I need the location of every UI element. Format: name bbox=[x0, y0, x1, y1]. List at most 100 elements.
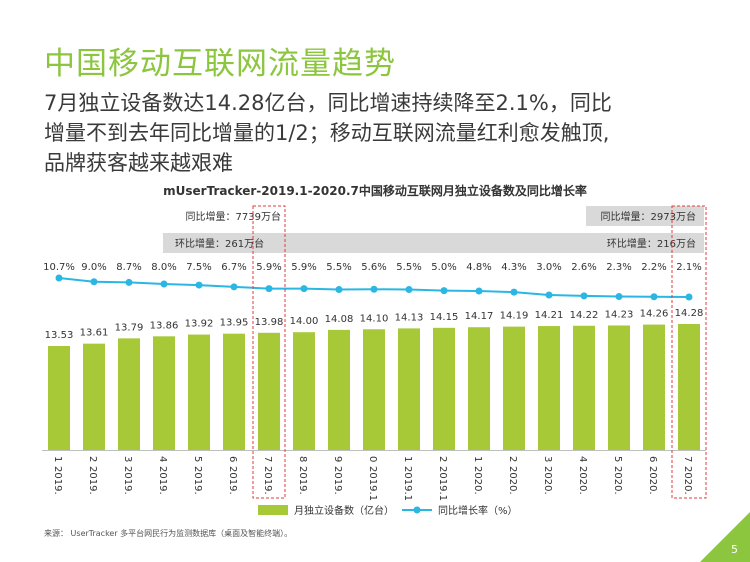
svg-text:4: 4 bbox=[157, 456, 168, 462]
growth-rate-label: 5.9% bbox=[256, 262, 281, 273]
growth-rate-point bbox=[685, 293, 693, 301]
growth-rate-label: 2.6% bbox=[571, 262, 596, 273]
bar-value-label: 14.15 bbox=[430, 312, 459, 323]
svg-text:2019.1: 2019.1 bbox=[437, 466, 448, 501]
annotation-mom-2019: 环比增量：261万台 bbox=[175, 237, 264, 250]
svg-text:5: 5 bbox=[612, 456, 623, 462]
svg-text:1: 1 bbox=[402, 456, 413, 462]
svg-text:6: 6 bbox=[227, 456, 238, 462]
bar bbox=[538, 326, 560, 450]
growth-rate-point bbox=[440, 287, 448, 295]
x-tick-label: 1 2019.1 bbox=[402, 456, 413, 501]
growth-rate-point bbox=[55, 274, 63, 282]
bar-value-label: 13.86 bbox=[150, 320, 179, 331]
bar-value-label: 14.17 bbox=[465, 311, 494, 322]
bar-value-label: 14.26 bbox=[640, 309, 669, 320]
bar bbox=[153, 336, 175, 450]
bar bbox=[608, 325, 630, 450]
svg-text:2: 2 bbox=[87, 456, 98, 462]
bar-value-label: 14.21 bbox=[535, 310, 564, 321]
bar bbox=[48, 346, 70, 450]
bar bbox=[118, 338, 140, 450]
yoy-increase-box-2020 bbox=[586, 206, 704, 226]
x-tick-label: 5 2019. bbox=[192, 456, 203, 495]
legend-bar-label: 月独立设备数（亿台） bbox=[294, 504, 394, 517]
svg-text:2019.: 2019. bbox=[87, 466, 98, 495]
x-tick-label: 2 2020. bbox=[507, 456, 518, 495]
source-note: 来源： UserTracker 多平台网民行为监测数据库（桌面及智能终端）。 bbox=[44, 529, 293, 538]
growth-rate-label: 9.0% bbox=[81, 262, 106, 273]
growth-rate-label: 2.2% bbox=[641, 262, 666, 273]
svg-text:2019.: 2019. bbox=[157, 466, 168, 495]
svg-text:2020.: 2020. bbox=[682, 466, 693, 495]
bar-value-label: 13.98 bbox=[255, 317, 284, 328]
svg-text:9: 9 bbox=[332, 456, 343, 462]
svg-text:2019.1: 2019.1 bbox=[367, 466, 378, 501]
annotation-mom-2020: 环比增量：216万台 bbox=[607, 237, 696, 250]
x-tick-label: 9 2019. bbox=[332, 456, 343, 495]
bar-value-label: 14.08 bbox=[325, 314, 354, 325]
bar bbox=[188, 334, 210, 450]
growth-rate-point bbox=[335, 285, 343, 293]
bar bbox=[223, 333, 245, 450]
x-tick-label: 6 2019. bbox=[227, 456, 238, 495]
legend-bar-swatch bbox=[258, 505, 288, 515]
growth-rate-point bbox=[300, 285, 308, 293]
page-title: 中国移动互联网流量趋势 bbox=[44, 46, 396, 82]
svg-text:6: 6 bbox=[647, 456, 658, 462]
growth-rate-point bbox=[90, 278, 98, 286]
svg-text:2019.: 2019. bbox=[297, 466, 308, 495]
bar-value-label: 14.13 bbox=[395, 312, 424, 323]
bar-value-label: 13.95 bbox=[220, 318, 249, 329]
x-tick-label: 4 2019. bbox=[157, 456, 168, 495]
x-tick-label: 2 2019.1 bbox=[437, 456, 448, 501]
x-tick-label: 0 2019.1 bbox=[367, 456, 378, 501]
growth-rate-point bbox=[265, 285, 273, 293]
x-tick-label: 7 2019. bbox=[262, 456, 273, 495]
growth-rate-point bbox=[230, 283, 238, 291]
bar-value-label: 14.10 bbox=[360, 313, 389, 324]
x-tick-label: 3 2019. bbox=[122, 456, 133, 495]
legend-line-marker bbox=[413, 506, 421, 514]
growth-rate-label: 8.7% bbox=[116, 262, 141, 273]
svg-text:0: 0 bbox=[367, 456, 378, 462]
x-tick-label: 2 2019. bbox=[87, 456, 98, 495]
growth-rate-point bbox=[510, 288, 518, 296]
x-tick-label: 8 2019. bbox=[297, 456, 308, 495]
bar bbox=[83, 343, 105, 450]
bar bbox=[678, 324, 700, 450]
x-tick-label: 3 2020. bbox=[542, 456, 553, 495]
bar bbox=[328, 329, 350, 450]
bar-value-label: 13.53 bbox=[45, 330, 74, 341]
mom-increase-box-2020 bbox=[283, 233, 704, 253]
svg-text:2020.: 2020. bbox=[542, 466, 553, 495]
growth-rate-label: 4.8% bbox=[466, 262, 491, 273]
growth-rate-point bbox=[545, 291, 553, 299]
annotation-yoy-2020: 同比增量：2973万台 bbox=[601, 210, 696, 223]
svg-text:7: 7 bbox=[682, 456, 693, 462]
growth-rate-label: 6.7% bbox=[221, 262, 246, 273]
subtitle-line: 增量不到去年同比增量的1/2；移动互联网流量红利愈发触顶, bbox=[44, 121, 610, 145]
growth-rate-label: 8.0% bbox=[151, 262, 176, 273]
bar-value-label: 14.28 bbox=[675, 308, 704, 319]
growth-rate-label: 5.0% bbox=[431, 262, 456, 273]
bar-value-label: 13.61 bbox=[80, 328, 109, 339]
x-tick-label: 7 2020. bbox=[682, 456, 693, 495]
chart-title: mUserTracker-2019.1-2020.7中国移动互联网月独立设备数及… bbox=[163, 184, 587, 198]
growth-rate-label: 3.0% bbox=[536, 262, 561, 273]
bar-value-label: 13.79 bbox=[115, 322, 144, 333]
growth-rate-point bbox=[615, 293, 623, 301]
growth-rate-label: 10.7% bbox=[43, 262, 75, 273]
annotation-yoy-2019: 同比增量：7739万台 bbox=[186, 210, 281, 223]
svg-text:7: 7 bbox=[262, 456, 273, 462]
svg-text:2019.: 2019. bbox=[192, 466, 203, 495]
bar bbox=[293, 332, 315, 450]
page-subtitle: 7月独立设备数达14.28亿台，同比增速持续降至2.1%，同比 增量不到去年同比… bbox=[44, 88, 734, 178]
subtitle-line: 品牌获客越来越艰难 bbox=[44, 151, 233, 175]
svg-text:1: 1 bbox=[52, 456, 63, 462]
x-tick-label: 5 2020. bbox=[612, 456, 623, 495]
bar-value-label: 13.92 bbox=[185, 319, 214, 330]
subtitle-line: 7月独立设备数达14.28亿台，同比增速持续降至2.1%，同比 bbox=[44, 91, 612, 115]
bar bbox=[573, 325, 595, 450]
